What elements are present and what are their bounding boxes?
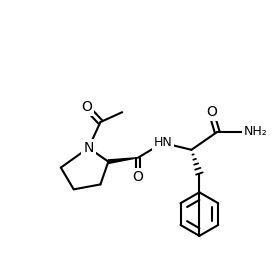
Text: HN: HN: [153, 136, 172, 149]
Text: O: O: [81, 100, 92, 114]
Polygon shape: [108, 158, 138, 163]
Text: N: N: [83, 141, 94, 155]
Text: NH₂: NH₂: [244, 126, 268, 139]
Text: O: O: [133, 171, 143, 185]
Text: O: O: [206, 105, 217, 119]
